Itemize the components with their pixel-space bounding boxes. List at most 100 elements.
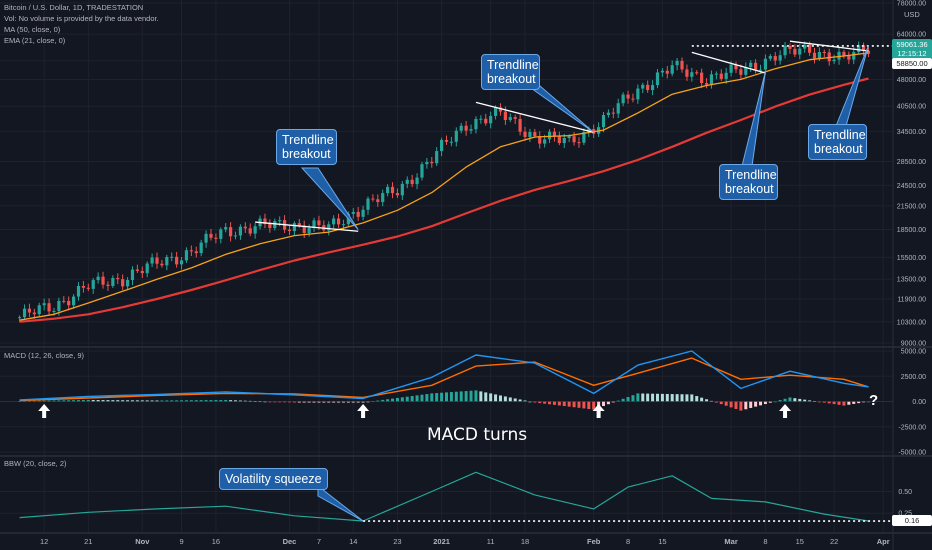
- macd-histogram-bar: [646, 393, 650, 402]
- candle-body: [861, 45, 866, 51]
- candle-body: [444, 139, 449, 142]
- macd-histogram-bar: [145, 400, 149, 402]
- candle-body: [18, 317, 22, 319]
- candle-body: [145, 263, 149, 274]
- candle-body: [513, 117, 517, 119]
- candle-body: [125, 280, 130, 287]
- macd-histogram-bar: [126, 400, 130, 402]
- macd-histogram-bar: [744, 401, 748, 410]
- candle-body: [616, 103, 620, 114]
- grid-lines: [0, 0, 893, 532]
- macd-pane[interactable]: [0, 350, 893, 411]
- macd-histogram-bar: [636, 393, 640, 402]
- candle-body: [606, 112, 611, 116]
- macd-histogram-bar: [847, 401, 851, 405]
- callout-trendline-breakout-2[interactable]: Trendline breakout: [481, 54, 540, 90]
- macd-histogram-bar: [602, 401, 606, 406]
- candle-body: [724, 72, 728, 79]
- macd-legend[interactable]: MACD (12, 26, close, 9): [4, 351, 85, 360]
- candle-body: [469, 129, 473, 131]
- candle-body: [807, 44, 812, 53]
- macd-histogram-bar: [32, 400, 36, 402]
- x-tick-label: Dec: [283, 537, 297, 546]
- candle-body: [822, 52, 826, 54]
- x-tick-label: Feb: [587, 537, 601, 546]
- macd-histogram-bar: [798, 398, 802, 402]
- question-mark: ?: [869, 392, 879, 409]
- macd-histogram-bar: [116, 400, 120, 402]
- macd-histogram-bar: [651, 393, 655, 402]
- ma-line: [19, 77, 869, 323]
- candle-body: [582, 132, 586, 143]
- ema-legend[interactable]: EMA (21, close, 0): [4, 36, 66, 45]
- macd-histogram-bar: [204, 400, 208, 402]
- macd-histogram-bar: [817, 401, 821, 403]
- macd-histogram-bar: [238, 400, 242, 402]
- macd-histogram-bar: [543, 401, 547, 404]
- macd-histogram-bar: [278, 401, 282, 403]
- macd-histogram-bar: [96, 400, 100, 402]
- macd-histogram-bar: [263, 401, 267, 403]
- price-tick-label: 40500.00: [897, 104, 926, 111]
- macd-histogram-bar: [337, 401, 341, 403]
- candle-body: [503, 111, 507, 121]
- x-tick-label: 15: [796, 537, 804, 546]
- x-tick-label: 22: [830, 537, 838, 546]
- macd-histogram-bar: [420, 394, 424, 402]
- candle-body: [42, 303, 46, 306]
- candle-body: [400, 183, 404, 196]
- macd-histogram-bar: [498, 395, 502, 402]
- candle-body: [685, 69, 689, 77]
- candle-body: [209, 233, 213, 238]
- chart-title: Bitcoin / U.S. Dollar, 1D, TRADESTATION: [4, 3, 144, 12]
- macd-histogram-bar: [287, 401, 291, 403]
- macd-tick-label: 5000.00: [901, 349, 926, 356]
- bbw-legend[interactable]: BBW (20, close, 2): [4, 459, 67, 468]
- callout-volatility-squeeze[interactable]: Volatility squeeze: [219, 468, 328, 490]
- candle-body: [631, 98, 635, 100]
- x-tick-label: 11: [487, 537, 495, 546]
- ma-legend[interactable]: MA (50, close, 0): [4, 25, 61, 34]
- callout-pointer: [526, 85, 595, 133]
- macd-histogram-bar: [307, 401, 311, 403]
- macd-histogram-bar: [827, 401, 831, 404]
- macd-histogram-bar: [842, 401, 846, 406]
- macd-histogram-bar: [606, 401, 610, 405]
- macd-histogram-bar: [621, 398, 625, 402]
- macd-histogram-bar: [523, 400, 527, 402]
- callout-trendline-breakout-3[interactable]: Trendline breakout: [719, 164, 778, 200]
- callout-trendline-breakout-4[interactable]: Trendline breakout: [808, 124, 867, 160]
- callout-trendline-breakout-1[interactable]: Trendline breakout: [276, 129, 337, 165]
- bbw-pane[interactable]: [19, 471, 893, 522]
- candle-body: [773, 56, 777, 61]
- candle-body: [332, 218, 336, 225]
- candle-body: [22, 308, 27, 318]
- macd-histogram-bar: [302, 401, 306, 403]
- x-tick-label: 8: [626, 537, 630, 546]
- candle-body: [47, 303, 51, 312]
- candle-body: [734, 64, 738, 70]
- macd-histogram-bar: [714, 401, 718, 403]
- macd-histogram-bar: [150, 400, 154, 402]
- candle-body: [709, 74, 714, 85]
- candle-body: [292, 223, 296, 232]
- candle-body: [749, 62, 753, 68]
- macd-histogram-bar: [641, 393, 645, 402]
- callout-pointer: [317, 484, 364, 522]
- candle-body: [336, 218, 341, 225]
- macd-histogram-bar: [592, 401, 596, 410]
- macd-histogram-bar: [469, 390, 473, 402]
- macd-histogram-bar: [494, 394, 498, 402]
- candle-body: [238, 226, 243, 236]
- price-tick-label: 78000.00: [897, 1, 926, 8]
- candle-body: [552, 131, 557, 137]
- candle-body: [155, 257, 159, 264]
- trendlines: [255, 40, 893, 232]
- callout-line: Trendline: [814, 128, 866, 142]
- price-tick-label: 34500.00: [897, 129, 926, 136]
- macd-histogram-bar: [754, 401, 758, 407]
- candle-body: [170, 256, 174, 258]
- macd-histogram-bar: [283, 401, 287, 403]
- macd-histogram-bar: [57, 400, 61, 402]
